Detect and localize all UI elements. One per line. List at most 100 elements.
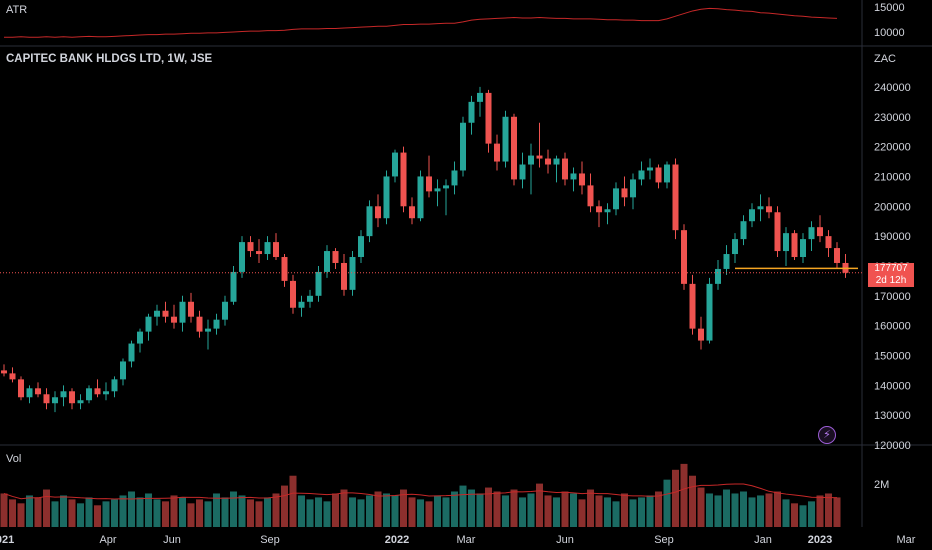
volume-bar xyxy=(247,499,254,527)
candle-body xyxy=(349,257,356,290)
volume-bar xyxy=(646,495,654,527)
volume-bar xyxy=(536,483,543,527)
candle-body xyxy=(511,116,517,180)
candle-body xyxy=(196,316,203,332)
volume-bar xyxy=(357,499,365,527)
time-axis-label: Jun xyxy=(163,534,181,546)
candle-body xyxy=(171,316,177,323)
candle-body xyxy=(188,301,194,317)
candle-body xyxy=(290,280,296,308)
volume-bar xyxy=(383,493,390,527)
price-tick-label: 150000 xyxy=(874,350,911,362)
volume-bar xyxy=(527,493,535,527)
lightning-bolt-icon[interactable]: ⚡ xyxy=(818,426,836,444)
volume-bar xyxy=(34,497,42,527)
volume-bar xyxy=(757,495,764,527)
volume-bar xyxy=(570,493,577,527)
candle-body xyxy=(766,206,772,213)
volume-bar xyxy=(400,489,407,527)
volume-bar xyxy=(136,497,144,527)
time-axis-label: Sep xyxy=(260,534,280,546)
candle-body xyxy=(774,212,781,252)
atr-tick-high: 15000 xyxy=(874,2,905,14)
volume-bar xyxy=(417,499,424,527)
volume-bar xyxy=(553,497,560,527)
candle-body xyxy=(740,221,747,240)
candle-body xyxy=(536,155,543,159)
candle-body xyxy=(43,394,50,404)
volume-bar xyxy=(221,497,229,527)
candle-body xyxy=(485,92,492,144)
candle-body xyxy=(613,188,619,210)
last-price-badge: 177707 xyxy=(868,263,914,275)
volume-bar xyxy=(629,499,637,527)
candle-body xyxy=(315,271,322,296)
candle-body xyxy=(655,167,662,183)
candle-body xyxy=(383,176,390,219)
volume-bar xyxy=(119,495,127,527)
volume-bar xyxy=(425,501,433,527)
price-tick-label: 220000 xyxy=(874,142,911,154)
candle-body xyxy=(298,301,305,308)
volume-bar xyxy=(264,497,271,527)
atr-line xyxy=(4,7,838,38)
symbol-title[interactable]: CAPITEC BANK HLDGS LTD, 1W, JSE xyxy=(6,53,213,65)
candle-body xyxy=(358,236,364,258)
candle-body xyxy=(120,361,126,380)
candle-body xyxy=(451,170,458,186)
volume-bar xyxy=(765,493,773,527)
volume-bar xyxy=(748,497,756,527)
candle-body xyxy=(604,209,611,213)
volume-bar xyxy=(808,501,815,527)
volume-bar xyxy=(485,487,492,527)
candle-body xyxy=(128,343,135,362)
candle-body xyxy=(111,379,118,392)
volume-bar xyxy=(289,475,297,527)
volume-bar xyxy=(816,495,824,527)
candle-body xyxy=(468,101,475,123)
volume-bar xyxy=(162,501,169,527)
volume-bar xyxy=(740,491,747,527)
candle-body xyxy=(519,164,526,180)
candle-body xyxy=(698,328,704,341)
candle-body xyxy=(103,391,109,395)
candle-body xyxy=(230,271,237,302)
candle-body xyxy=(400,152,407,207)
candle-body xyxy=(715,268,721,284)
volume-bar xyxy=(442,497,450,527)
candle-body xyxy=(35,388,41,395)
candle-body xyxy=(706,283,713,341)
time-axis-label: 2021 xyxy=(0,534,14,546)
candle-body xyxy=(834,248,840,263)
candle-body xyxy=(723,254,730,269)
volume-bar xyxy=(366,495,373,527)
volume-bar xyxy=(17,503,25,527)
candle-body xyxy=(502,116,509,162)
volume-bar xyxy=(315,497,322,527)
volume-bar xyxy=(697,487,705,527)
atr-tick-low: 10000 xyxy=(874,27,905,39)
volume-bar xyxy=(255,501,263,527)
candle-body xyxy=(443,185,449,189)
atr-label: ATR xyxy=(6,4,28,16)
time-axis-label: Jan xyxy=(754,534,772,546)
candle-body xyxy=(145,316,152,332)
candle-body xyxy=(460,122,466,171)
candle-body xyxy=(749,209,755,222)
volume-bar xyxy=(60,495,67,527)
candle-body xyxy=(596,206,602,213)
candle-body xyxy=(179,301,186,323)
volume-bar xyxy=(230,491,237,527)
candle-body xyxy=(587,185,594,207)
candle-body xyxy=(825,236,832,249)
volume-bar xyxy=(332,493,339,527)
volume-bar xyxy=(587,489,594,527)
candle-body xyxy=(528,155,534,165)
candle-body xyxy=(562,158,568,180)
candle-body xyxy=(162,310,169,317)
volume-bar xyxy=(179,497,186,527)
volume-bar xyxy=(111,499,118,527)
candle-body xyxy=(375,206,381,219)
candle-body xyxy=(757,206,764,210)
